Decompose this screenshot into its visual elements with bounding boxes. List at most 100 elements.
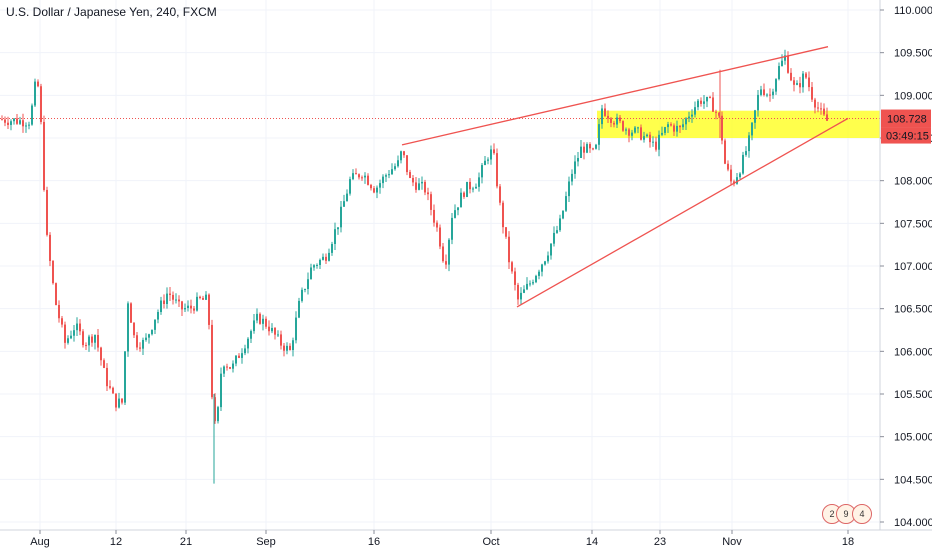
trendline-layer[interactable] xyxy=(401,46,849,308)
candle-body xyxy=(205,294,207,300)
candle-body xyxy=(370,184,372,189)
candle-body xyxy=(574,161,576,174)
y-tick-label: 104.500 xyxy=(894,474,932,486)
candle-body xyxy=(769,94,771,96)
candle-body xyxy=(355,173,357,175)
candle-body xyxy=(49,234,51,261)
candle-body xyxy=(529,283,531,285)
candle-body xyxy=(385,175,387,177)
candle-body xyxy=(109,386,111,388)
candle-body xyxy=(739,173,741,178)
event-badges[interactable]: 2 9 4 xyxy=(822,496,884,526)
candle-body xyxy=(628,129,630,136)
candle-body xyxy=(430,194,432,210)
candle-body xyxy=(775,79,777,92)
candle-body xyxy=(706,96,708,102)
candle-body xyxy=(73,330,75,336)
price-axis[interactable]: 110.000109.500109.000108.500108.000107.5… xyxy=(879,0,932,530)
x-tick-label: 21 xyxy=(180,536,192,548)
candle-body xyxy=(712,97,714,112)
candle-body xyxy=(295,317,297,341)
candle-body xyxy=(634,127,636,133)
candle-body xyxy=(466,181,468,197)
candle-body xyxy=(685,118,687,125)
y-tick-label: 106.000 xyxy=(894,346,932,358)
candle-body xyxy=(232,363,234,369)
candle-body xyxy=(271,327,273,332)
y-tick-label: 105.000 xyxy=(894,432,932,444)
y-tick-label: 107.500 xyxy=(894,218,932,230)
candle-body xyxy=(568,181,570,197)
candle-body xyxy=(4,119,6,123)
candle-body xyxy=(283,345,285,351)
candle-body xyxy=(319,259,321,266)
event-flag-icon[interactable]: 4 xyxy=(852,504,872,524)
candle-body xyxy=(700,100,702,104)
candle-body xyxy=(496,153,498,187)
candle-body xyxy=(115,393,117,408)
candle-body xyxy=(619,117,621,122)
candle-body xyxy=(358,174,360,178)
candle-body xyxy=(391,169,393,175)
candle-body xyxy=(400,151,402,161)
candle-body xyxy=(361,177,363,179)
candle-body xyxy=(595,144,597,149)
candle-body xyxy=(754,110,756,123)
candle-body xyxy=(316,265,318,267)
candle-body xyxy=(31,105,33,125)
candle-body xyxy=(169,293,171,295)
candle-body xyxy=(583,146,585,153)
candle-body xyxy=(214,397,216,422)
candle-body xyxy=(79,323,81,332)
candle-body xyxy=(106,367,108,387)
candle-body xyxy=(484,160,486,166)
candle-body xyxy=(148,334,150,338)
candle-body xyxy=(676,125,678,132)
y-tick-label: 104.000 xyxy=(894,517,932,529)
candle-body xyxy=(601,108,603,125)
candle-body xyxy=(199,296,201,299)
candle-body xyxy=(193,308,195,311)
candle-body xyxy=(598,124,600,145)
candle-body xyxy=(67,338,69,343)
candle-body xyxy=(229,367,231,369)
candle-body xyxy=(523,289,525,293)
candle-body xyxy=(175,299,177,301)
candle-body xyxy=(322,256,324,260)
candle-body xyxy=(184,308,186,310)
time-axis[interactable]: Aug 12 21 Sep 16 Oct 14 23 Nov 18 xyxy=(0,529,932,548)
candle-body xyxy=(565,196,567,211)
candle-body xyxy=(766,94,768,96)
candle-body xyxy=(382,176,384,184)
candle-body xyxy=(202,298,204,300)
x-tick-label: 23 xyxy=(654,536,666,548)
x-tick-label: 12 xyxy=(110,536,122,548)
candle-body xyxy=(631,132,633,136)
candle-body xyxy=(121,398,123,403)
candle-body xyxy=(607,115,609,119)
candle-body xyxy=(34,81,36,106)
y-tick-label: 109.000 xyxy=(894,90,932,102)
candle-body xyxy=(427,192,429,195)
x-tick-label: Oct xyxy=(482,536,499,548)
candle-body xyxy=(226,366,228,368)
candle-body xyxy=(61,318,63,325)
candle-body xyxy=(694,107,696,115)
candle-body xyxy=(37,81,39,87)
candle-body xyxy=(58,304,60,319)
candle-body xyxy=(85,345,87,347)
candle-body xyxy=(691,114,693,117)
candle-body xyxy=(571,173,573,182)
candle-body xyxy=(661,132,663,135)
candle-body xyxy=(487,159,489,161)
candle-body xyxy=(211,324,213,398)
candle-body xyxy=(166,293,168,305)
candle-body xyxy=(352,173,354,180)
candle-body xyxy=(547,255,549,262)
candle-body xyxy=(508,236,510,263)
candle-body xyxy=(517,284,519,300)
candle-body xyxy=(499,186,501,203)
candle-body xyxy=(7,122,9,125)
candle-body xyxy=(349,179,351,194)
